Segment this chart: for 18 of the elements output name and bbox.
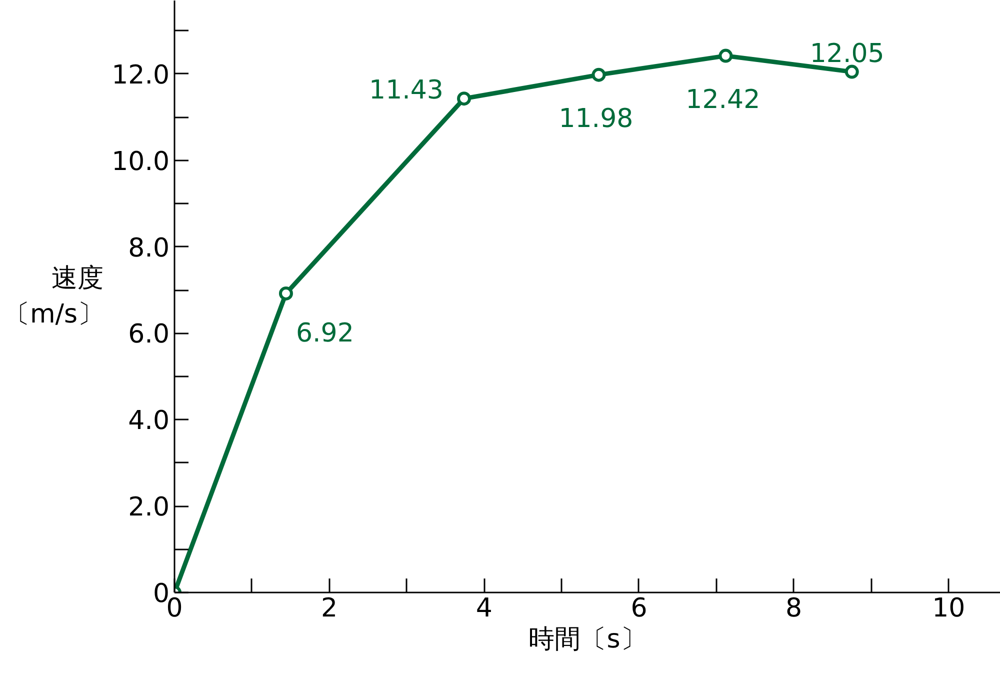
y-tick-label: 12.0 [112,60,170,90]
y-tick-label: 8.0 [128,233,170,264]
y-axis-title: 速度〔m/s〕 [4,264,104,330]
y-tick-label: 4.0 [128,406,170,436]
x-tick-label: 10 [932,594,966,624]
data-label: 6.92 [296,318,354,348]
y-tick-label: 2.0 [128,492,170,523]
data-label: 12.05 [810,38,884,69]
data-label: 12.42 [686,84,760,115]
x-tick-label: 2 [321,594,338,624]
x-tick-label: 8 [786,594,802,624]
x-axis-title: 時間〔s〕 [528,624,646,654]
data-label: 11.43 [369,76,444,106]
x-tick-label: 6 [630,594,648,624]
data-label: 11.98 [558,104,634,134]
x-tick-label: 4 [476,594,492,624]
y-tick-label: 6.0 [128,320,170,350]
y-tick-label: 10.0 [112,146,170,177]
